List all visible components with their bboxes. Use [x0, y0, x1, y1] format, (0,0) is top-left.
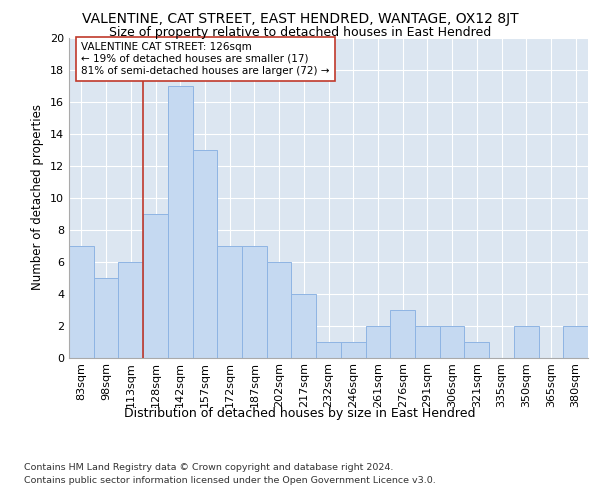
Text: VALENTINE, CAT STREET, EAST HENDRED, WANTAGE, OX12 8JT: VALENTINE, CAT STREET, EAST HENDRED, WAN… — [82, 12, 518, 26]
Text: VALENTINE CAT STREET: 126sqm
← 19% of detached houses are smaller (17)
81% of se: VALENTINE CAT STREET: 126sqm ← 19% of de… — [82, 42, 330, 76]
Text: Distribution of detached houses by size in East Hendred: Distribution of detached houses by size … — [124, 408, 476, 420]
Text: Size of property relative to detached houses in East Hendred: Size of property relative to detached ho… — [109, 26, 491, 39]
Bar — [94, 278, 118, 357]
Text: Contains public sector information licensed under the Open Government Licence v3: Contains public sector information licen… — [24, 476, 436, 485]
Bar — [341, 342, 365, 357]
Bar — [464, 342, 489, 357]
Bar — [514, 326, 539, 358]
Text: Contains HM Land Registry data © Crown copyright and database right 2024.: Contains HM Land Registry data © Crown c… — [24, 462, 394, 471]
Bar — [242, 246, 267, 358]
Bar — [143, 214, 168, 358]
Y-axis label: Number of detached properties: Number of detached properties — [31, 104, 44, 290]
Bar — [118, 262, 143, 358]
Bar — [316, 342, 341, 357]
Bar — [217, 246, 242, 358]
Bar — [390, 310, 415, 358]
Bar — [292, 294, 316, 358]
Bar — [267, 262, 292, 358]
Bar — [563, 326, 588, 358]
Bar — [168, 86, 193, 357]
Bar — [415, 326, 440, 358]
Bar — [193, 150, 217, 358]
Bar — [69, 246, 94, 358]
Bar — [365, 326, 390, 358]
Bar — [440, 326, 464, 358]
